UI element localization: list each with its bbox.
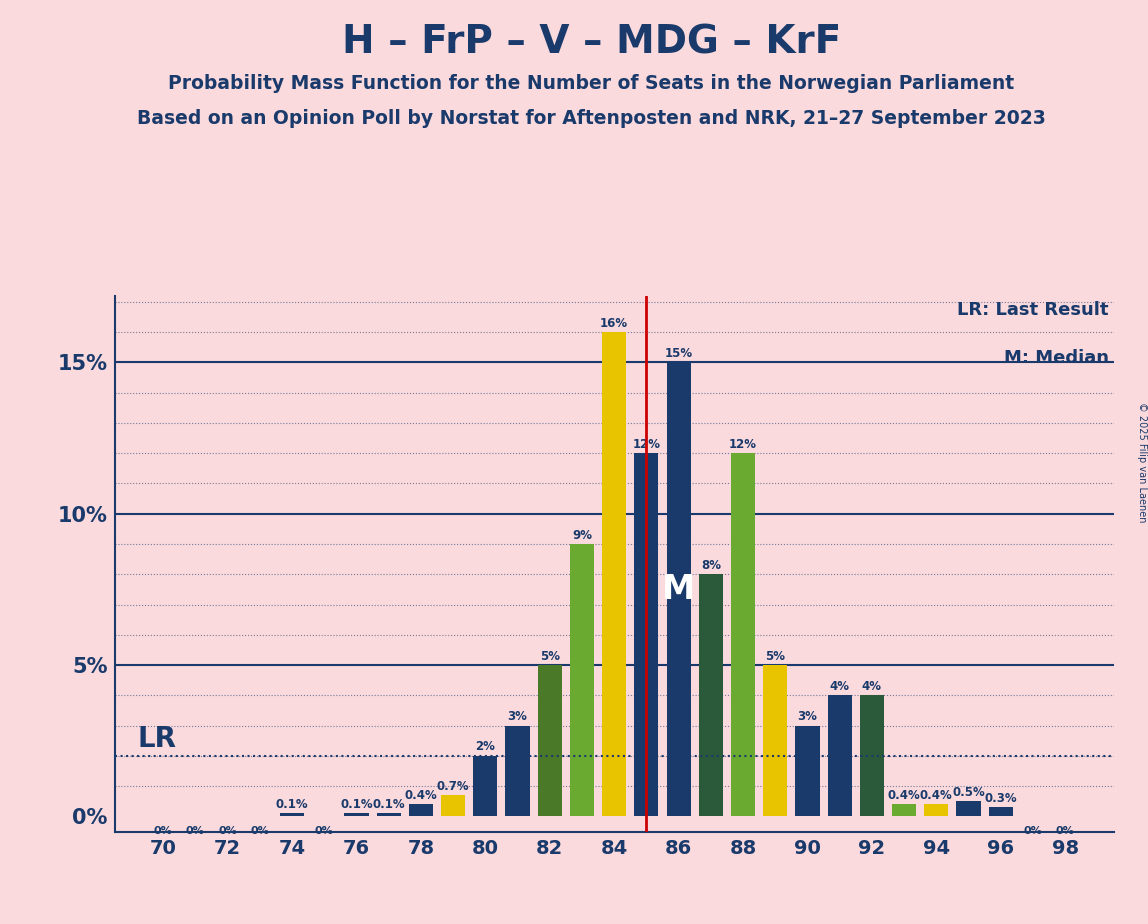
Text: 0.7%: 0.7%: [436, 780, 470, 793]
Bar: [796, 725, 820, 817]
Text: 8%: 8%: [700, 559, 721, 572]
Text: 3%: 3%: [507, 711, 527, 723]
Bar: [956, 801, 980, 817]
Text: H – FrP – V – MDG – KrF: H – FrP – V – MDG – KrF: [342, 23, 840, 61]
Text: LR: LR: [138, 724, 177, 753]
Bar: [699, 574, 723, 817]
Bar: [635, 453, 659, 817]
Bar: [409, 805, 433, 817]
Text: 0.1%: 0.1%: [372, 798, 405, 811]
Text: 0.1%: 0.1%: [340, 798, 373, 811]
Text: LR: Last Result: LR: Last Result: [957, 301, 1109, 319]
Bar: [924, 805, 948, 817]
Bar: [344, 813, 369, 817]
Bar: [860, 696, 884, 817]
Text: Based on an Opinion Poll by Norstat for Aftenposten and NRK, 21–27 September 202: Based on an Opinion Poll by Norstat for …: [137, 109, 1046, 128]
Bar: [667, 362, 691, 817]
Text: 0.1%: 0.1%: [276, 798, 309, 811]
Bar: [892, 805, 916, 817]
Text: 0.3%: 0.3%: [985, 792, 1017, 805]
Text: M: Median: M: Median: [1003, 349, 1109, 367]
Text: 0.5%: 0.5%: [952, 786, 985, 799]
Bar: [763, 665, 788, 817]
Text: 4%: 4%: [862, 680, 882, 693]
Text: 12%: 12%: [633, 438, 660, 451]
Text: © 2025 Filip van Laenen: © 2025 Filip van Laenen: [1138, 402, 1147, 522]
Text: 15%: 15%: [665, 346, 692, 359]
Text: 0.4%: 0.4%: [887, 789, 921, 802]
Text: 4%: 4%: [830, 680, 850, 693]
Text: 16%: 16%: [600, 317, 628, 330]
Bar: [569, 544, 594, 817]
Text: 0%: 0%: [218, 825, 236, 835]
Text: 2%: 2%: [475, 740, 495, 753]
Bar: [441, 796, 465, 817]
Bar: [473, 756, 497, 817]
Text: 0%: 0%: [1056, 825, 1075, 835]
Bar: [731, 453, 755, 817]
Text: 5%: 5%: [540, 650, 560, 663]
Text: 3%: 3%: [798, 711, 817, 723]
Bar: [988, 808, 1013, 817]
Text: 0.4%: 0.4%: [920, 789, 953, 802]
Text: 9%: 9%: [572, 529, 592, 541]
Text: 0.4%: 0.4%: [404, 789, 437, 802]
Bar: [602, 332, 627, 817]
Bar: [280, 813, 304, 817]
Bar: [828, 696, 852, 817]
Text: M: M: [662, 573, 696, 606]
Text: 0%: 0%: [154, 825, 172, 835]
Text: Probability Mass Function for the Number of Seats in the Norwegian Parliament: Probability Mass Function for the Number…: [168, 74, 1015, 93]
Text: 0%: 0%: [186, 825, 204, 835]
Text: 0%: 0%: [315, 825, 334, 835]
Text: 5%: 5%: [766, 650, 785, 663]
Bar: [377, 813, 401, 817]
Bar: [537, 665, 561, 817]
Text: 0%: 0%: [250, 825, 269, 835]
Text: 0%: 0%: [1024, 825, 1042, 835]
Bar: [505, 725, 529, 817]
Text: 12%: 12%: [729, 438, 757, 451]
